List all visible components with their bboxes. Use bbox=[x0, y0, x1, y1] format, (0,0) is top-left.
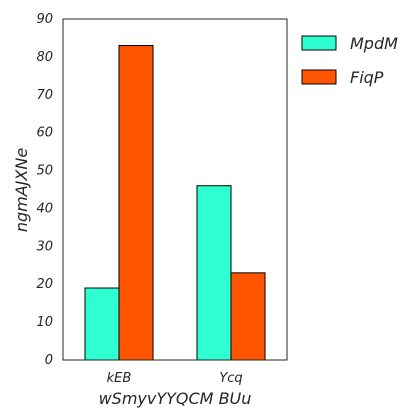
y-tick-label: 50 bbox=[36, 164, 53, 179]
y-tick-label: 20 bbox=[36, 277, 53, 292]
y-tick-label: 10 bbox=[36, 315, 53, 330]
x-tick-label: kEB bbox=[107, 371, 132, 386]
legend: MpdM FiqP bbox=[301, 34, 398, 87]
legend-label: FiqP bbox=[350, 68, 384, 87]
bar-FiqP-Ycq bbox=[230, 272, 266, 361]
y-tick-label: 80 bbox=[36, 50, 53, 65]
legend-label: MpdM bbox=[350, 34, 398, 53]
y-tick-label: 70 bbox=[36, 88, 53, 103]
x-axis-label: wSmyvYYQCM BUu bbox=[99, 389, 252, 408]
y-tick-label: 0 bbox=[45, 353, 53, 368]
plot-frame bbox=[62, 18, 288, 361]
bar-MpdM-Ycq bbox=[196, 185, 232, 361]
x-axis-ticks: kEB Ycq bbox=[107, 371, 243, 386]
y-tick-label: 60 bbox=[36, 126, 53, 141]
y-tick-label: 30 bbox=[36, 239, 53, 254]
legend-swatch-FiqP bbox=[301, 69, 337, 85]
y-tick-label: 90 bbox=[36, 12, 53, 27]
bar-FiqP-kEB bbox=[118, 45, 154, 361]
x-tick-label: Ycq bbox=[219, 371, 242, 386]
y-axis-ticks: 0 10 20 30 40 50 60 70 80 90 bbox=[36, 12, 53, 368]
bars bbox=[84, 45, 266, 361]
legend-swatch-MpdM bbox=[301, 35, 337, 51]
y-axis-label: ngmAJXNe bbox=[12, 148, 31, 232]
bar-MpdM-kEB bbox=[84, 287, 120, 361]
y-tick-label: 40 bbox=[36, 201, 53, 216]
